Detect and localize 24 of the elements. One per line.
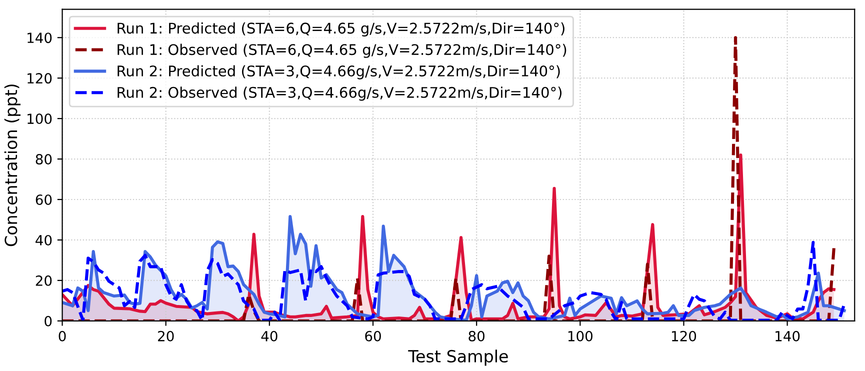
y-tick-label: 0	[44, 316, 52, 326]
y-tick-label: 80	[36, 154, 52, 164]
x-tick-label: 80	[468, 330, 484, 342]
legend-label: Run 1: Predicted (STA=6,Q=4.65 g/s,V=2.5722m/s,Dir=140°)	[118, 22, 564, 37]
x-tick-label: 40	[261, 330, 278, 342]
x-tick-label: 0	[58, 330, 66, 342]
x-tick-label: 60	[365, 330, 381, 342]
x-axis-title: Test Sample	[408, 350, 508, 366]
y-tick-label: 60	[36, 194, 52, 205]
y-tick-label: 100	[28, 114, 52, 124]
y-tick-label: 40	[36, 234, 52, 246]
legend-label: Run 2: Observed (STA=3,Q=4.66g/s,V=2.5722m/s,Dir=140°)	[118, 86, 562, 101]
y-tick-label: 140	[28, 32, 52, 44]
x-tick-label: 20	[158, 330, 174, 342]
line-series	[62, 36, 836, 321]
x-tick-label: 120	[672, 330, 696, 342]
x-tick-label: 140	[776, 330, 800, 342]
x-tick-label: 100	[568, 330, 592, 342]
legend-label: Run 1: Observed (STA=6,Q=4.65 g/s,V=2.5722m/s,Dir=140°)	[118, 44, 566, 58]
legend-label: Run 2: Predicted (STA=3,Q=4.66g/s,V=2.5722m/s,Dir=140°)	[118, 65, 560, 80]
y-axis-title: Concentration (ppt)	[4, 84, 20, 246]
line-series	[62, 240, 846, 321]
y-tick-label: 120	[28, 73, 52, 84]
y-tick-label: 20	[36, 275, 52, 286]
